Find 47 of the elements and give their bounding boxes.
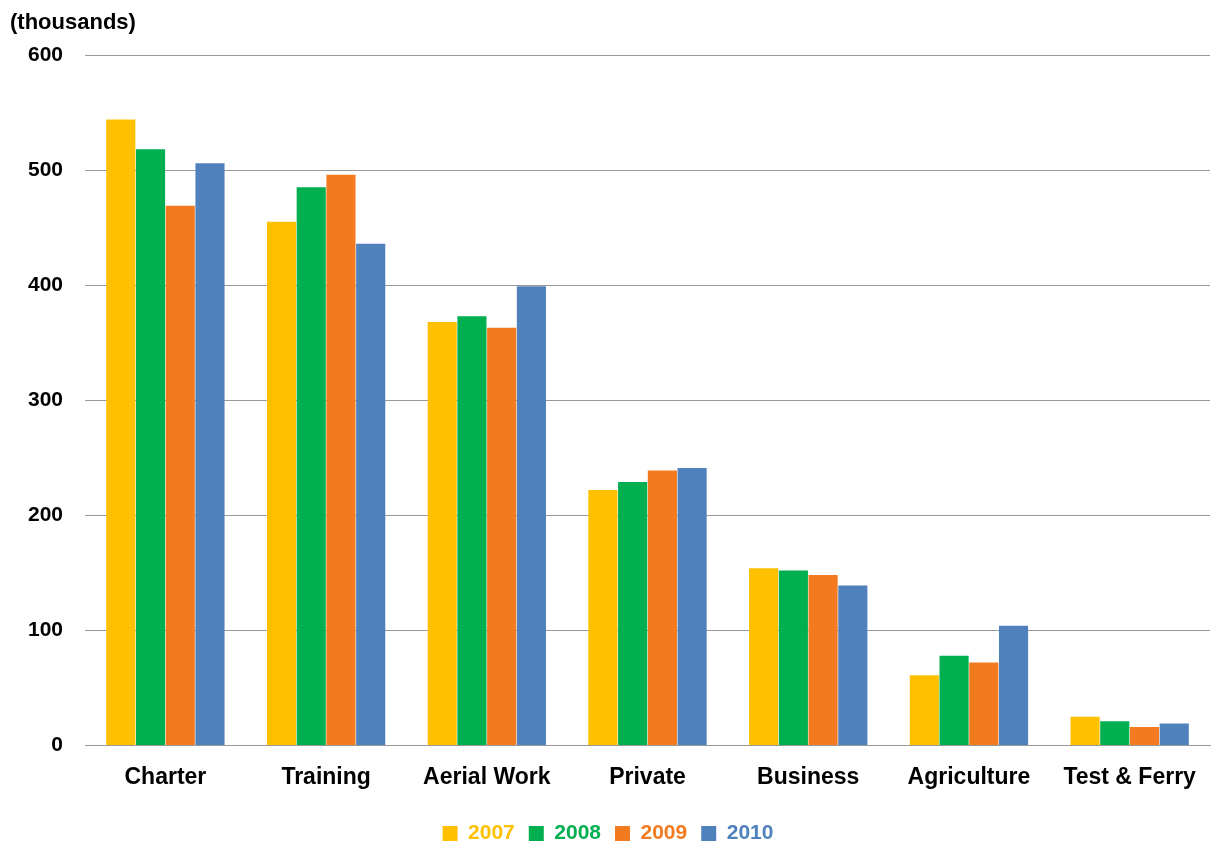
y-axis-title: (thousands) bbox=[10, 9, 136, 35]
bar bbox=[326, 174, 356, 745]
bar bbox=[457, 316, 487, 745]
y-tick-label: 200 bbox=[27, 502, 64, 526]
x-tick-label: Private bbox=[609, 762, 686, 789]
bar bbox=[588, 489, 618, 745]
x-tick-label: Business bbox=[757, 762, 860, 789]
legend-label: 2009 bbox=[640, 820, 688, 844]
bar bbox=[165, 205, 195, 745]
bar bbox=[1159, 723, 1189, 745]
bar bbox=[135, 149, 166, 745]
x-tick-label: Charter bbox=[124, 762, 207, 789]
bar bbox=[487, 327, 517, 745]
x-tick-label: Training bbox=[281, 762, 371, 789]
bar bbox=[909, 675, 939, 745]
bar bbox=[969, 662, 999, 745]
legend-label: 2007 bbox=[468, 820, 515, 844]
bar bbox=[1129, 726, 1160, 745]
bar bbox=[1100, 721, 1130, 745]
bar bbox=[998, 625, 1029, 745]
y-tick-label: 600 bbox=[27, 41, 64, 65]
bar bbox=[808, 575, 838, 745]
y-tick-label: 100 bbox=[27, 617, 64, 641]
legend-label: 2008 bbox=[554, 820, 602, 844]
y-tick-label: 300 bbox=[27, 387, 64, 410]
bar bbox=[356, 243, 386, 745]
bar bbox=[778, 570, 808, 745]
bar bbox=[1070, 716, 1100, 745]
bar bbox=[677, 468, 707, 745]
bar bbox=[749, 568, 779, 745]
y-tick-label: 500 bbox=[27, 156, 64, 180]
legend-label: 2010 bbox=[726, 820, 774, 844]
bar bbox=[618, 481, 648, 745]
bar bbox=[647, 470, 677, 745]
bar bbox=[939, 655, 969, 745]
bar bbox=[106, 119, 136, 745]
bar bbox=[516, 286, 546, 745]
bar bbox=[838, 585, 868, 745]
bar bbox=[195, 163, 225, 745]
x-tick-label: Test & Ferry bbox=[1063, 762, 1197, 789]
x-tick-label: Agriculture bbox=[907, 762, 1031, 789]
bar bbox=[427, 321, 457, 745]
y-tick-label: 0 bbox=[51, 732, 64, 756]
bar bbox=[266, 221, 297, 745]
y-tick-label: 400 bbox=[27, 271, 64, 295]
bar bbox=[296, 187, 326, 745]
x-tick-label: Aerial Work bbox=[423, 762, 551, 789]
